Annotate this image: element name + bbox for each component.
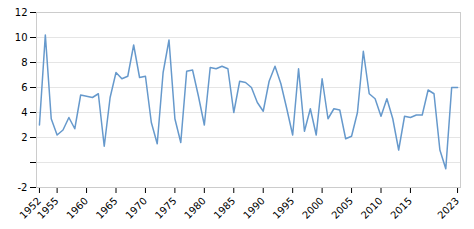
svg-text:1990: 1990 <box>241 195 267 221</box>
svg-text:2000: 2000 <box>300 195 326 221</box>
svg-text:2010: 2010 <box>359 195 385 221</box>
svg-text:8: 8 <box>21 57 27 68</box>
svg-text:1965: 1965 <box>94 195 120 221</box>
svg-text:1995: 1995 <box>271 195 297 221</box>
svg-text:12: 12 <box>15 7 28 18</box>
svg-text:10: 10 <box>15 32 28 43</box>
svg-text:2015: 2015 <box>388 195 414 221</box>
svg-text:1960: 1960 <box>64 195 90 221</box>
svg-text:1952: 1952 <box>17 195 44 221</box>
svg-text:6: 6 <box>21 82 27 93</box>
svg-text:2005: 2005 <box>329 195 355 221</box>
svg-text:2: 2 <box>21 132 27 143</box>
svg-text:-2: -2 <box>18 182 28 193</box>
svg-text:2023: 2023 <box>435 195 461 221</box>
svg-text:1955: 1955 <box>35 195 61 221</box>
svg-text:1980: 1980 <box>182 195 208 221</box>
svg-text:1985: 1985 <box>212 195 238 221</box>
svg-text:1970: 1970 <box>123 195 149 221</box>
svg-text:4: 4 <box>21 107 27 118</box>
svg-text:1975: 1975 <box>153 195 179 221</box>
